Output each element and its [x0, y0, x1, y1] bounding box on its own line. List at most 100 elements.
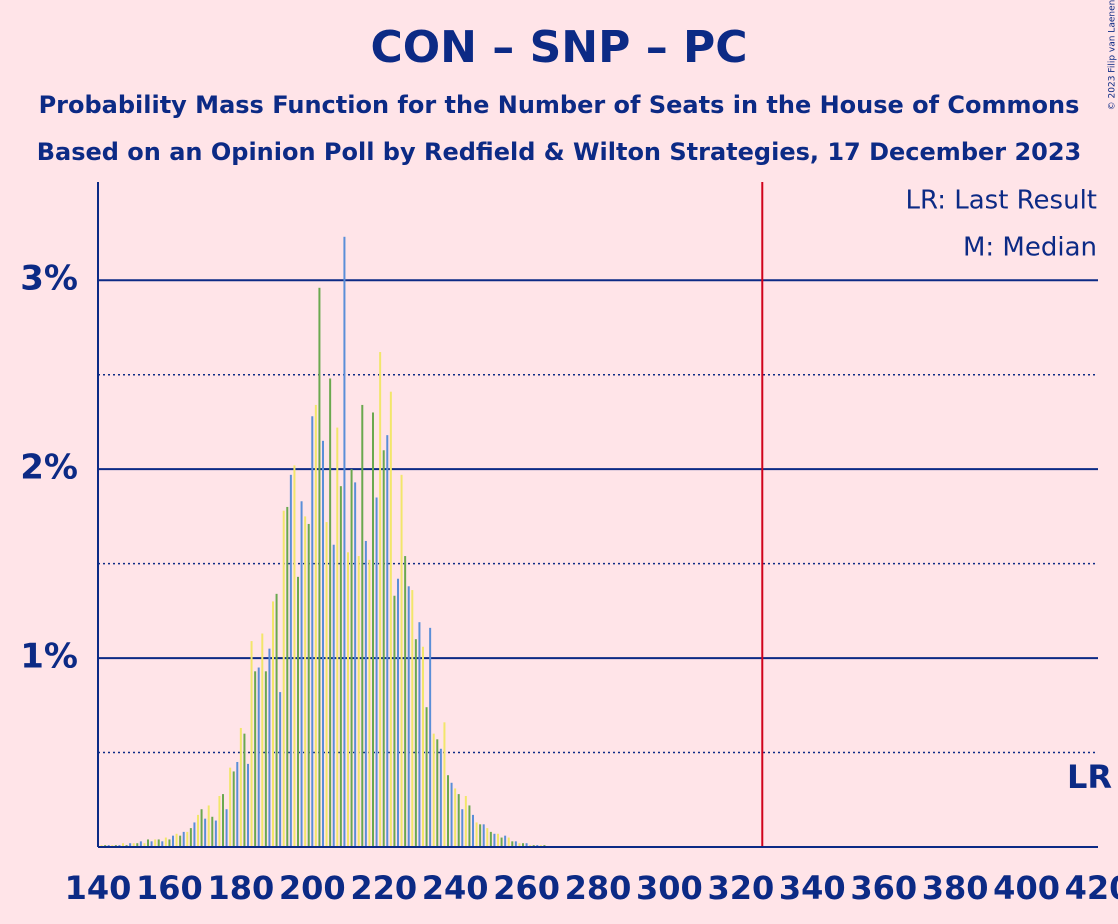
bar [168, 839, 171, 847]
bar [314, 404, 317, 847]
bar [479, 824, 482, 847]
x-tick-label: 140 [65, 869, 132, 907]
bar [425, 707, 428, 847]
bar [522, 843, 524, 847]
x-tick-label: 320 [707, 869, 774, 907]
bar [129, 843, 132, 847]
bar [172, 835, 174, 847]
bar [457, 794, 460, 847]
bar [272, 601, 274, 847]
bar [232, 771, 235, 847]
bar [261, 633, 264, 847]
bar [454, 788, 457, 847]
bar [282, 510, 285, 847]
copyright: © 2023 Filip van Laenen [1108, 0, 1118, 110]
bar [286, 506, 289, 847]
x-tick-label: 240 [422, 869, 489, 907]
bar [493, 833, 496, 847]
bar [436, 739, 439, 847]
bar [497, 833, 499, 847]
bar [318, 287, 321, 848]
bar [214, 820, 217, 847]
bar [364, 540, 367, 847]
x-tick-label: 180 [207, 869, 274, 907]
bar [393, 595, 396, 847]
bar [289, 474, 292, 847]
bar [222, 794, 224, 847]
bar [182, 831, 185, 847]
chart-title: CON – SNP – PC [370, 22, 747, 73]
bar [136, 843, 139, 847]
bar [361, 404, 364, 847]
chart-subtitle: Probability Mass Function for the Number… [39, 91, 1080, 119]
bar [450, 782, 453, 847]
bar [389, 391, 392, 847]
bar [386, 435, 389, 847]
bar [357, 556, 360, 847]
bar [304, 516, 307, 847]
bar [243, 733, 246, 847]
bar [322, 440, 324, 847]
bar [157, 839, 160, 847]
bar [518, 843, 521, 847]
bar [293, 465, 296, 847]
bar [147, 839, 149, 847]
bar [275, 593, 278, 847]
bar [325, 522, 328, 847]
bar [400, 474, 403, 847]
bar [397, 578, 399, 847]
bar [507, 837, 510, 847]
bar [311, 416, 314, 847]
bar [464, 795, 467, 847]
bar [204, 818, 207, 847]
bar [432, 733, 435, 847]
bar [254, 671, 257, 847]
bar [418, 622, 421, 847]
bar [414, 639, 417, 847]
bar [257, 667, 260, 847]
bar [268, 648, 271, 847]
x-tick-label: 340 [779, 869, 846, 907]
bar [347, 552, 349, 847]
x-tick-label: 360 [850, 869, 917, 907]
x-tick-label: 200 [279, 869, 346, 907]
bar [368, 559, 371, 847]
legend-entry: M: Median [963, 233, 1097, 263]
bar [175, 833, 178, 847]
bar [443, 722, 446, 847]
y-tick-label: 1% [20, 637, 78, 677]
bar [179, 835, 182, 847]
bar [504, 835, 507, 847]
bar [372, 412, 374, 847]
y-tick-label: 3% [20, 259, 78, 299]
bar [350, 469, 353, 847]
bar [407, 586, 410, 847]
bar [229, 767, 232, 847]
legend-entry: LR: Last Result [905, 186, 1097, 216]
bar [279, 692, 282, 847]
bar [472, 814, 474, 847]
bar [489, 831, 492, 847]
bar [236, 761, 239, 847]
bar [225, 809, 228, 847]
bar [382, 450, 385, 847]
bar [307, 523, 310, 847]
bar [239, 727, 242, 847]
x-tick-label: 160 [136, 869, 203, 907]
x-tick-label: 280 [565, 869, 632, 907]
bar [297, 576, 299, 847]
x-tick-label: 300 [636, 869, 703, 907]
bar [461, 809, 464, 847]
bar [200, 809, 203, 847]
bar [189, 828, 192, 847]
bar [354, 482, 357, 847]
bar [525, 843, 528, 847]
bar [482, 824, 485, 847]
bar [193, 822, 196, 847]
bar [422, 646, 424, 847]
bar [375, 497, 378, 847]
bar [154, 839, 157, 847]
bar [343, 236, 346, 847]
bar [511, 841, 514, 847]
